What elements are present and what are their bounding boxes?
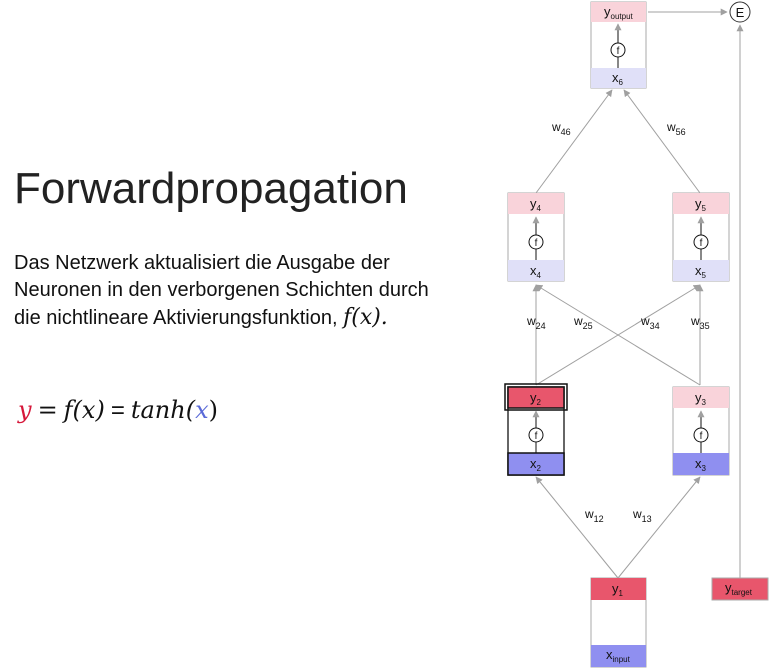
edges xyxy=(532,8,744,645)
formula-fx: f(x) xyxy=(63,396,105,424)
page-title: Forwardpropagation xyxy=(14,164,408,213)
activation-formula: y = f(x) = tanh(x) xyxy=(18,396,218,425)
weight-w12: w12 xyxy=(584,507,604,524)
neuron-3-x-label: x3 xyxy=(695,456,707,473)
neuron-6: f youtput x6 xyxy=(590,1,647,89)
neuron-1-y-label: y1 xyxy=(612,581,624,598)
neuron-4: f y4 x4 xyxy=(507,192,565,282)
neuron-4-x-label: x4 xyxy=(530,263,542,280)
description-math: f(x). xyxy=(343,305,388,330)
neuron-1-input-cell xyxy=(591,645,646,667)
neuron-3-input-cell xyxy=(673,453,729,475)
edge-3-4 xyxy=(535,284,701,386)
edge-5-6 xyxy=(623,89,701,194)
neuron-1-input: y1 xinput xyxy=(590,577,647,668)
svg-text:f: f xyxy=(700,238,703,249)
edge-1-2 xyxy=(535,476,619,579)
svg-text:f: f xyxy=(535,431,538,442)
formula-tanh: tanh( xyxy=(130,396,196,424)
target-node: ytarget xyxy=(711,577,769,601)
formula-x: x xyxy=(195,396,209,424)
activation-icon xyxy=(528,427,544,443)
svg-text:f: f xyxy=(617,46,620,57)
neuron-5-x-label: x5 xyxy=(695,263,707,280)
neuron-2: f y2 x2 xyxy=(504,383,568,476)
neuron-2-output-cell xyxy=(507,386,565,409)
neuron-1-x-label: xinput xyxy=(606,647,631,664)
weight-w56: w56 xyxy=(666,120,686,137)
formula-equals-2: = xyxy=(110,397,125,424)
neuron-6-output-cell xyxy=(591,2,646,22)
target-label: ytarget xyxy=(725,580,753,597)
activation-icon xyxy=(528,234,544,250)
activation-icon xyxy=(693,234,709,250)
neuron-2-x-label: x2 xyxy=(530,456,542,473)
edge-1-3 xyxy=(617,476,701,579)
neuron-5: f y5 x5 xyxy=(672,192,730,282)
neuron-1-output-cell xyxy=(591,578,646,600)
weight-w13: w13 xyxy=(632,507,652,524)
activation-icon xyxy=(610,42,626,58)
error-label: E xyxy=(736,5,745,20)
weight-w35: w35 xyxy=(690,314,710,331)
neuron-3-y-label: y3 xyxy=(695,390,707,407)
formula-equals: = xyxy=(37,396,58,424)
neuron-6-y-label: youtput xyxy=(604,4,634,21)
weight-w24: w24 xyxy=(526,314,546,331)
neuron-4-y-label: y4 xyxy=(530,196,542,213)
error-node: E xyxy=(729,1,751,23)
svg-text:f: f xyxy=(535,238,538,249)
weight-w34: w34 xyxy=(640,314,660,331)
formula-y: y xyxy=(18,396,32,424)
neuron-2-y-label: y2 xyxy=(530,390,542,407)
weight-w46: w46 xyxy=(551,120,571,137)
description-body: Das Netzwerk aktualisiert die Ausgabe de… xyxy=(14,252,429,329)
description-text: Das Netzwerk aktualisiert die Ausgabe de… xyxy=(14,250,459,332)
svg-text:f: f xyxy=(700,431,703,442)
edge-4-6 xyxy=(535,89,613,194)
neuron-5-y-label: y5 xyxy=(695,196,707,213)
neuron-6-input-cell xyxy=(591,68,646,88)
formula-close-paren: ) xyxy=(208,396,218,424)
weight-w25: w25 xyxy=(573,314,593,331)
activation-icon xyxy=(693,427,709,443)
neuron-6-x-label: x6 xyxy=(612,70,624,87)
neuron-3: f y3 x3 xyxy=(672,386,730,476)
